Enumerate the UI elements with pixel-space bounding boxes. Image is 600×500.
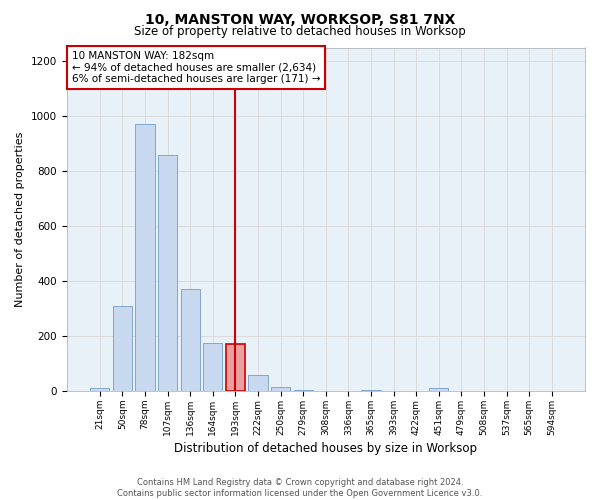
Text: Size of property relative to detached houses in Worksop: Size of property relative to detached ho… — [134, 25, 466, 38]
Bar — [429, 388, 448, 391]
Bar — [158, 154, 177, 391]
Bar — [293, 390, 313, 391]
Bar — [113, 306, 132, 391]
Bar — [136, 124, 155, 391]
Bar — [226, 344, 245, 391]
Bar — [181, 290, 200, 391]
Bar — [90, 388, 109, 391]
Text: 10, MANSTON WAY, WORKSOP, S81 7NX: 10, MANSTON WAY, WORKSOP, S81 7NX — [145, 12, 455, 26]
Y-axis label: Number of detached properties: Number of detached properties — [15, 132, 25, 307]
Text: Contains HM Land Registry data © Crown copyright and database right 2024.
Contai: Contains HM Land Registry data © Crown c… — [118, 478, 482, 498]
Bar — [203, 343, 223, 391]
Bar — [248, 374, 268, 391]
X-axis label: Distribution of detached houses by size in Worksop: Distribution of detached houses by size … — [174, 442, 477, 455]
Bar — [271, 387, 290, 391]
Text: 10 MANSTON WAY: 182sqm
← 94% of detached houses are smaller (2,634)
6% of semi-d: 10 MANSTON WAY: 182sqm ← 94% of detached… — [72, 51, 320, 84]
Bar — [361, 390, 380, 391]
